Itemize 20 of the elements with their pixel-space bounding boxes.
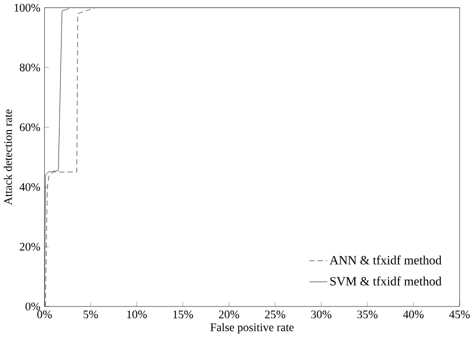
- legend-label: ANN & tfxidf method: [330, 255, 442, 264]
- x-tick-label: 15%: [173, 310, 194, 318]
- x-tick-label: 20%: [218, 310, 240, 318]
- y-tick-label: 40%: [20, 182, 40, 191]
- x-tick-label: 0%: [37, 310, 52, 318]
- y-tick-label: 0%: [26, 302, 40, 310]
- x-axis-title: False positive rate: [210, 322, 294, 334]
- y-tick-label: 60%: [20, 123, 40, 131]
- x-tick-label: 10%: [127, 310, 147, 318]
- x-tick-label: 30%: [311, 310, 332, 318]
- x-tick-label: 45%: [449, 310, 470, 318]
- legend-label: SVM & tfxidf method: [330, 276, 442, 286]
- x-tick-label: 25%: [265, 310, 286, 318]
- x-tick-label: 40%: [403, 310, 424, 318]
- y-tick-label: 80%: [20, 63, 40, 72]
- x-tick-label: 35%: [357, 310, 378, 318]
- y-tick-label: 20%: [20, 242, 40, 250]
- y-axis-title: Attack detection rate: [4, 109, 12, 205]
- x-tick-label: 5%: [84, 310, 98, 318]
- y-tick-label: 100%: [14, 4, 40, 12]
